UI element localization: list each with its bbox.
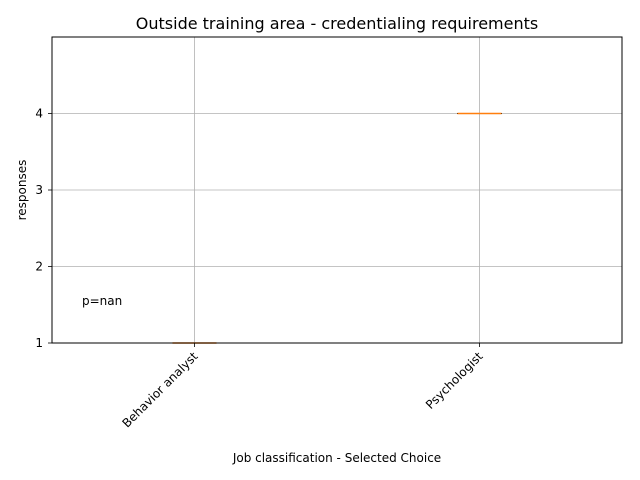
x-tick-label: Psychologist xyxy=(423,349,486,412)
axis-ticks: Behavior analyst Psychologist 1 2 3 4 xyxy=(35,107,485,431)
p-value-annotation: p=nan xyxy=(82,294,122,308)
y-tick-label: 1 xyxy=(35,336,43,350)
y-axis-label: responses xyxy=(15,160,29,221)
chart-title: Outside training area - credentialing re… xyxy=(136,14,538,33)
y-tick-label: 3 xyxy=(35,183,43,197)
x-axis-label: Job classification - Selected Choice xyxy=(232,451,441,465)
y-tick-label: 2 xyxy=(35,260,43,274)
y-tick-label: 4 xyxy=(35,107,43,121)
boxes xyxy=(172,112,502,344)
x-tick-label: Behavior analyst xyxy=(119,349,200,430)
grid-lines xyxy=(52,37,622,344)
